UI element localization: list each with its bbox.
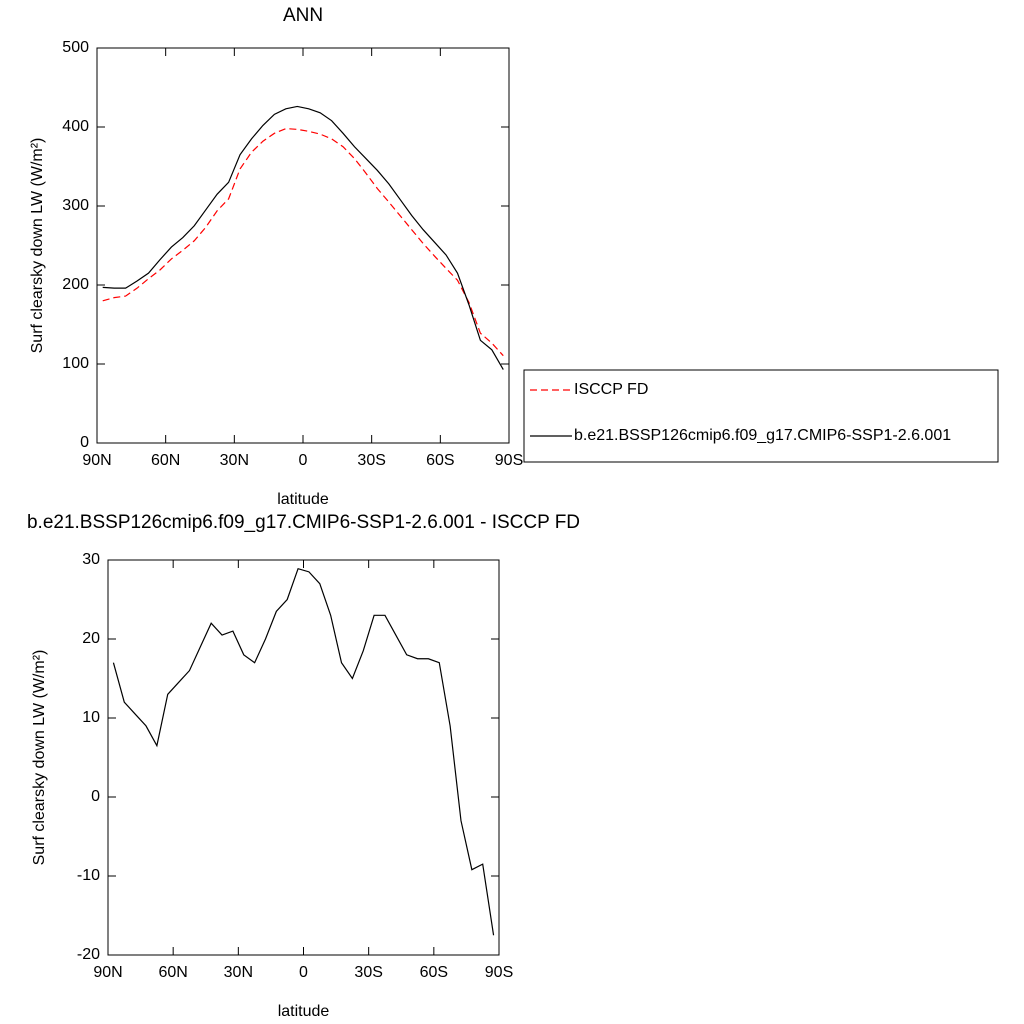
y-axis-label: Surf clearsky down LW (W/m²) <box>31 650 48 866</box>
x-axis-label: latitude <box>277 491 329 508</box>
y-tick-label: 500 <box>62 39 89 56</box>
y-tick-label: 100 <box>62 355 89 372</box>
chart-title: ANN <box>283 5 323 26</box>
x-tick-label: 30N <box>220 452 249 469</box>
y-tick-label: 0 <box>91 788 100 805</box>
data-line <box>102 127 504 357</box>
y-axis-label: Surf clearsky down LW (W/m²) <box>29 138 46 354</box>
x-tick-label: 60S <box>426 452 454 469</box>
x-tick-label: 60N <box>158 964 187 981</box>
data-line <box>102 105 504 370</box>
x-tick-label: 30S <box>357 452 385 469</box>
y-tick-label: 300 <box>62 197 89 214</box>
y-tick-label: 400 <box>62 118 89 135</box>
x-tick-label: 90S <box>495 452 523 469</box>
x-tick-label: 90N <box>82 452 111 469</box>
y-tick-label: -10 <box>77 867 100 884</box>
y-tick-label: 0 <box>80 434 89 451</box>
y-tick-label: 20 <box>82 630 100 647</box>
y-tick-label: 200 <box>62 276 89 293</box>
x-tick-label: 0 <box>299 452 308 469</box>
y-tick-label: -20 <box>77 946 100 963</box>
legend-label: ISCCP FD <box>574 381 648 398</box>
x-tick-label: 60S <box>420 964 448 981</box>
y-tick-label: 10 <box>82 709 100 726</box>
legend-box <box>523 369 999 463</box>
x-tick-label: 0 <box>299 964 308 981</box>
x-tick-label: 90N <box>93 964 122 981</box>
data-line <box>112 567 495 936</box>
x-tick-label: 30N <box>224 964 253 981</box>
x-tick-label: 60N <box>151 452 180 469</box>
x-tick-label: 90S <box>485 964 513 981</box>
plot-frame <box>107 559 500 956</box>
x-tick-label: 30S <box>354 964 382 981</box>
chart-title: b.e21.BSSP126cmip6.f09_g17.CMIP6-SSP1-2.… <box>27 512 580 533</box>
x-axis-label: latitude <box>278 1003 330 1020</box>
legend-label: b.e21.BSSP126cmip6.f09_g17.CMIP6-SSP1-2.… <box>574 427 951 444</box>
plot-frame <box>96 47 510 444</box>
y-tick-label: 30 <box>82 551 100 568</box>
